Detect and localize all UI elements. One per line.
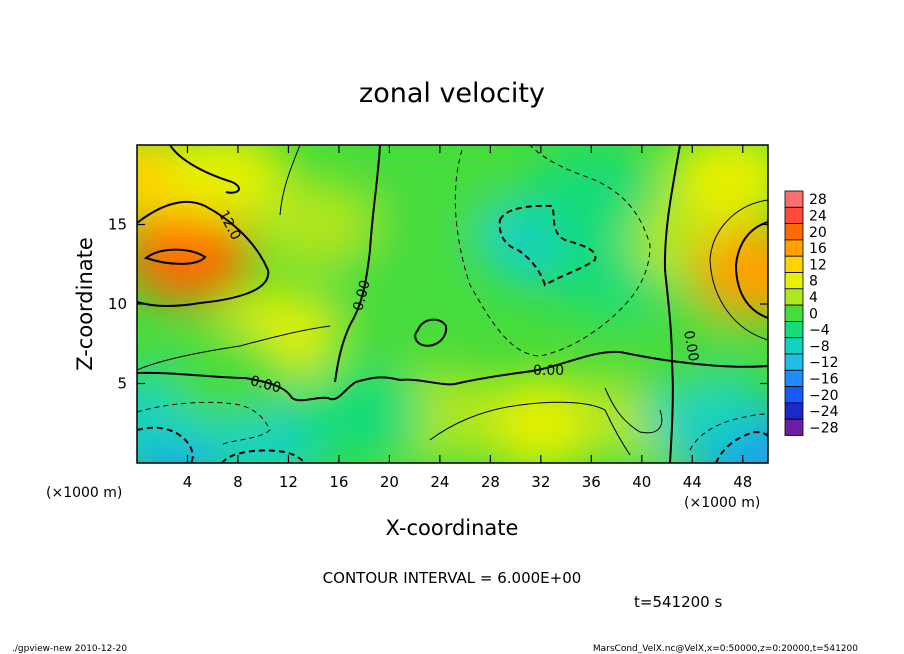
colorbar-label: −20 [809, 388, 839, 404]
x-unit-label: (×1000 m) [684, 495, 760, 511]
colorbar-label: 24 [809, 208, 827, 224]
x-axis: 4 8 12 16 20 24 28 32 36 40 44 48 [183, 145, 752, 491]
x-tick-label: 8 [233, 473, 243, 491]
colorbar-label: −8 [809, 339, 830, 355]
colorbar-swatch [784, 369, 804, 387]
field-blob [668, 145, 768, 223]
colorbar-label: 28 [809, 192, 827, 208]
contour-minus6-left [137, 401, 271, 446]
colorbar-swatch [784, 239, 804, 257]
contour-minus12-left [137, 426, 194, 463]
colorbar-swatch [784, 304, 804, 322]
contour-zero-vertical-right [663, 145, 681, 463]
contour-zero-loop [414, 318, 448, 347]
contour-label: 0.00 [248, 373, 282, 397]
field-blob [302, 369, 427, 462]
contour-zero-vertical-mid [334, 145, 381, 383]
y-tick-label: 10 [108, 295, 127, 313]
field-blob [163, 329, 288, 422]
colorbar-label: 16 [809, 241, 827, 257]
field-blob [137, 210, 250, 303]
contour-lines [137, 145, 768, 463]
contour-minus12-right [715, 430, 768, 463]
contour-zero-top [137, 350, 768, 402]
velocity-field [137, 145, 768, 463]
contour-label: 0.00 [350, 278, 374, 312]
x-tick-label: 28 [481, 473, 500, 491]
colorbar-label: 12 [809, 257, 827, 273]
contour-minus12 [498, 204, 597, 287]
footer-right: MarsCond_VelX.nc@VelX,x=0:50000,z=0:2000… [593, 644, 858, 654]
x-tick-label: 40 [632, 473, 651, 491]
y-unit-label: (×1000 m) [46, 485, 122, 501]
contour-18 [143, 248, 207, 265]
contour-6-bottom-right [604, 387, 663, 434]
contour-6-bottom [429, 401, 631, 456]
colorbar-label: 8 [809, 274, 818, 290]
contour-12-right [734, 221, 768, 319]
colorbar-swatch [784, 206, 804, 225]
contour-label: 0.00 [533, 363, 564, 379]
contour-6 [169, 145, 240, 194]
colorbar-swatch [784, 190, 804, 208]
x-tick-label: 4 [183, 473, 193, 491]
colorbar-swatch [784, 386, 804, 404]
contour-6-top-left [279, 145, 301, 216]
field-blob [529, 146, 654, 239]
colorbar-swatch [784, 288, 804, 306]
colorbar-swatch [784, 337, 804, 355]
x-tick-label: 12 [279, 473, 298, 491]
x-tick-label: 32 [531, 473, 550, 491]
colorbar-label: 4 [809, 290, 818, 306]
chart-title: zonal velocity [359, 78, 545, 109]
contour-minus12-mid [221, 449, 306, 463]
colorbar-swatch [784, 272, 804, 290]
field-blob [377, 162, 502, 255]
x-axis-label: X-coordinate [386, 516, 519, 540]
colorbar-swatch [784, 320, 804, 339]
contour-6-left [137, 325, 331, 371]
colorbar-label: 0 [809, 306, 818, 322]
x-tick-label: 16 [329, 473, 348, 491]
y-axis-label: Z-coordinate [73, 237, 97, 371]
x-tick-label: 20 [380, 473, 399, 491]
colorbar-label: −24 [809, 404, 839, 420]
x-tick-label: 48 [733, 473, 752, 491]
colorbar-swatch [784, 418, 804, 436]
colorbar-label: −28 [809, 420, 839, 436]
x-tick-label: 44 [683, 473, 702, 491]
contour-6-right [709, 199, 768, 341]
field-blob [251, 178, 376, 271]
y-tick-label: 15 [108, 216, 127, 234]
footer-left: ./gpview-new 2010-12-20 [12, 644, 127, 654]
y-axis: 5 10 15 [108, 216, 768, 393]
contour-interval: CONTOUR INTERVAL = 6.000E+00 [323, 569, 582, 587]
colorbar-label: −12 [809, 355, 839, 371]
colorbar-label: 20 [809, 225, 827, 241]
contour-label: 0.00 [680, 329, 701, 362]
time-label: t=541200 s [634, 593, 722, 611]
x-tick-label: 36 [582, 473, 601, 491]
contour-12 [137, 200, 270, 307]
plot-area [137, 145, 768, 463]
contour-minus6-right [689, 413, 768, 451]
colorbar-label: −4 [809, 323, 830, 339]
contour-minus6 [454, 145, 651, 357]
field-blob [327, 242, 452, 335]
x-tick-label: 24 [430, 473, 449, 491]
colorbar-swatch [784, 255, 804, 273]
field-blob [478, 377, 603, 463]
colorbar-swatch [784, 402, 804, 420]
colorbar-label: −16 [809, 371, 839, 387]
colorbar-swatch [784, 353, 804, 371]
y-tick-label: 5 [117, 375, 127, 393]
colorbar-swatch [784, 223, 804, 241]
field-blob [605, 305, 730, 398]
